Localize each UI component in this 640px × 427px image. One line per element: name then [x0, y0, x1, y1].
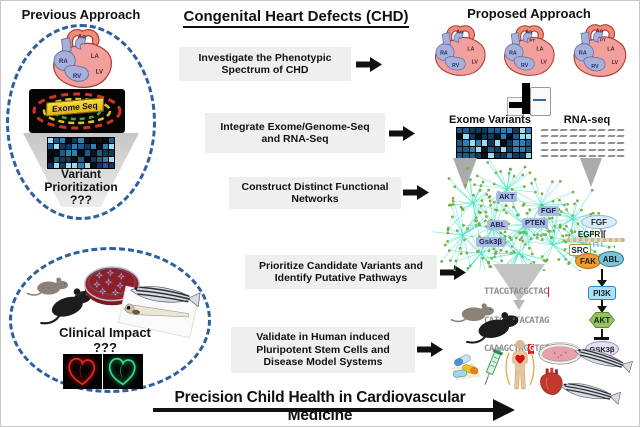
down-triangle-icon: [493, 264, 545, 302]
svg-text:LV: LV: [541, 60, 548, 66]
banner-title: Precision Child Health in Cardiovascular…: [174, 389, 466, 424]
previous-approach-ellipse: [6, 24, 156, 220]
network-hub-gsk3b: Gsk3β: [476, 237, 505, 247]
svg-text:RA: RA: [509, 51, 517, 57]
down-triangle-icon: [513, 300, 525, 310]
down-triangle-icon: [580, 158, 602, 187]
pathway-arrowhead-icon: [597, 306, 607, 313]
funnel-caption-line: ???: [70, 193, 92, 207]
pathway-node-egfr: EGFR][: [577, 229, 607, 239]
svg-text:RA: RA: [440, 51, 448, 57]
svg-text:LV: LV: [612, 60, 619, 66]
rna-seq-label: RNA-seq: [563, 114, 611, 126]
network-hub-abl: ABL: [487, 220, 509, 230]
pathway-node-abl: ABL: [598, 251, 624, 267]
mouse-icon: [28, 274, 101, 332]
banner-arrow-line: [153, 408, 495, 412]
heart-anatomy-icon: Ao RA RV LA LV PT: [493, 23, 563, 79]
svg-text:RA: RA: [579, 51, 587, 57]
exome-variants-label: Exome Variants: [449, 114, 531, 126]
arrow-right-icon: [389, 126, 415, 146]
step-box-3: Construct Distinct Functional Networks: [229, 177, 401, 209]
pathway-node-akt: AKT: [589, 312, 615, 328]
mouse-icon: [25, 273, 71, 297]
funnel-caption: Variant Prioritization ???: [23, 168, 139, 207]
mouse-icon: [458, 301, 526, 349]
svg-text:LA: LA: [607, 46, 614, 52]
arrow-right-icon: [417, 342, 443, 362]
previous-approach-title: Previous Approach: [21, 7, 141, 22]
network-hub-pten: PTEN: [522, 218, 549, 228]
svg-text:RV: RV: [452, 63, 460, 69]
main-title: Congenital Heart Defects (CHD): [167, 8, 425, 28]
step-box-5: Validate in Human induced Pluripotent St…: [231, 327, 415, 373]
inhibition-line: [601, 329, 603, 338]
heart-anatomy-icon: Ao RA RV LA LV: [424, 23, 494, 79]
funnel-caption-line: Variant: [60, 167, 102, 181]
heart-anatomy-icon: Ao RA RV LA LV: [37, 28, 125, 90]
syringe-icon: [478, 343, 506, 391]
receptor-hatch-icon: [581, 242, 603, 247]
zebrafish-icon: [555, 374, 624, 409]
arrow-right-icon: [440, 265, 466, 285]
svg-text:RV: RV: [73, 73, 82, 80]
pills-icon: [451, 351, 485, 381]
svg-text:LV: LV: [96, 69, 104, 76]
svg-text:Ao: Ao: [525, 30, 532, 36]
network-hub-akt: AKT: [496, 192, 518, 202]
zebrafish-icon: [569, 339, 637, 380]
petri-dish-icon: [537, 339, 583, 369]
fluorescent-heart-red-image: [63, 354, 102, 389]
heart-anatomy-icon: Ao RA RV LA LV PT: [562, 23, 635, 79]
membrane-icon: [567, 238, 625, 242]
svg-text:LV: LV: [472, 60, 479, 66]
step-box-4: Prioritize Candidate Variants and Identi…: [245, 255, 437, 289]
network-hub-fgf: FGF: [538, 206, 559, 216]
banner-arrowhead-icon: [493, 399, 515, 421]
exome-seq-image: Exome Seq: [29, 89, 125, 133]
exome-variants-heatmap-image: [456, 127, 532, 159]
arrow-right-icon: [356, 57, 382, 77]
svg-text:LA: LA: [536, 46, 543, 52]
svg-text:LA: LA: [467, 46, 474, 52]
arrow-right-icon: [403, 185, 429, 205]
clinical-impact-caption: Clinical Impact: [59, 325, 151, 340]
svg-text:RA: RA: [59, 58, 68, 65]
egfr-receptor-icon: ][: [600, 229, 607, 239]
svg-text:PT: PT: [529, 38, 535, 43]
svg-text:RV: RV: [521, 63, 529, 69]
pathway-arrow: [601, 300, 603, 307]
pathway-node-fgf: FGF: [581, 215, 617, 229]
rna-seq-reads-image: [540, 127, 627, 159]
proposed-approach-title: Proposed Approach: [467, 6, 591, 21]
zebrafish-larva-icon: [118, 297, 194, 329]
pathway-node-fak: FAK: [575, 253, 601, 269]
human-body-icon: [503, 337, 537, 395]
anatomical-heart-icon: [535, 367, 567, 397]
funnel-caption-line: Prioritization: [44, 180, 118, 194]
svg-text:PT: PT: [600, 38, 606, 44]
svg-text:Ao: Ao: [596, 29, 604, 35]
clinical-impact-ellipse: [9, 247, 211, 393]
svg-text:LA: LA: [91, 53, 100, 60]
pathway-arrowhead-icon: [597, 280, 607, 287]
pathway-arrow: [601, 269, 603, 281]
step-box-2: Integrate Exome/Genome-Seq and RNA-Seq: [205, 113, 385, 153]
svg-text:Ao: Ao: [456, 30, 463, 36]
svg-text:RV: RV: [591, 64, 599, 70]
fluorescent-heart-green-image: [103, 354, 143, 389]
svg-text:Ao: Ao: [78, 34, 86, 41]
inhibition-cap-icon: [594, 337, 609, 340]
step-box-1: Investigate the Phenotypic Spectrum of C…: [179, 47, 351, 81]
variant-heatmap-image: [47, 137, 115, 169]
pathway-node-pi3k: PI3K: [588, 286, 616, 300]
zebrafish-icon: [125, 276, 204, 314]
mouse-icon: [449, 299, 497, 323]
clinical-impact-question: ???: [93, 340, 117, 355]
